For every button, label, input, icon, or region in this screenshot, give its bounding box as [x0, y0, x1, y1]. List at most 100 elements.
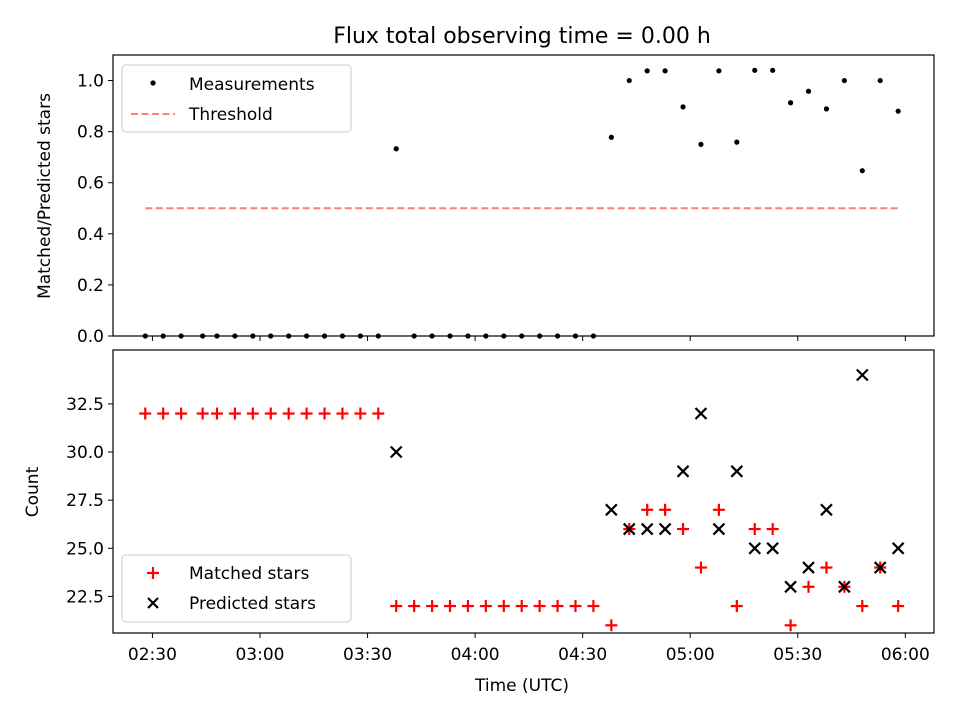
measurement-point: [321, 333, 328, 339]
measurement-point: [680, 104, 686, 110]
legend-label-measurements: Measurements: [189, 75, 315, 95]
predicted-stars-point: [730, 465, 744, 478]
measurement-point: [877, 77, 883, 84]
predicted-stars-point: [389, 445, 403, 459]
matched-stars-point: [659, 503, 672, 516]
legend-box-bottom: [121, 554, 352, 623]
legend-label-predicted: Predicted stars: [189, 594, 316, 614]
y-tick-label: 32.5: [66, 395, 104, 415]
measurement-point: [501, 333, 507, 339]
measurement-point: [250, 333, 256, 339]
x-tick-label: 04:30: [558, 645, 607, 665]
measurement-point: [716, 68, 722, 74]
measurement-point: [429, 333, 435, 339]
measurement-point: [590, 333, 597, 339]
y-tick-label: 0.4: [77, 225, 104, 245]
matched-stars-point: [533, 600, 546, 613]
matched-stars-point: [300, 407, 313, 420]
measurement-point: [734, 139, 740, 145]
legend-label-matched: Matched stars: [189, 564, 309, 584]
matched-stars-point: [444, 600, 457, 613]
measurement-point: [787, 100, 794, 106]
x-tick-label: 06:00: [881, 645, 930, 665]
marks-top: [142, 67, 901, 339]
measurement-point: [375, 333, 381, 339]
legend-bottom: Matched stars Predicted stars: [121, 554, 352, 623]
predicted-stars-point: [802, 561, 815, 574]
matched-stars-point: [426, 600, 439, 613]
predicted-stars-point: [676, 465, 690, 478]
measurement-point: [339, 333, 346, 339]
predicted-stars-point: [891, 542, 905, 555]
predicted-stars-point: [694, 407, 708, 420]
legend-box-top: [121, 64, 352, 133]
predicted-stars-point: [658, 522, 672, 536]
measurement-point: [200, 333, 206, 339]
y-axis-top: 0.0 0.2 0.4 0.6 0.8 1.0: [77, 72, 113, 347]
legend-top: Measurements Threshold: [121, 64, 352, 133]
y-tick-label: 27.5: [66, 491, 104, 511]
matched-stars-point: [784, 619, 797, 632]
panel-match-ratio: 0.0 0.2 0.4 0.6 0.8 1.0 Matched/Predicted sta…: [35, 54, 935, 347]
matched-stars-point: [139, 407, 152, 420]
matched-stars-point: [587, 600, 600, 613]
predicted-stars-point: [856, 368, 869, 382]
matched-stars-point: [318, 407, 331, 420]
x-tick-label: 03:00: [235, 645, 284, 665]
measurement-point: [268, 333, 274, 339]
matched-stars-point: [372, 407, 385, 420]
predicted-stars-point: [622, 522, 636, 536]
measurement-point: [608, 134, 614, 140]
matched-stars-point: [264, 407, 277, 420]
matched-stars-point: [336, 407, 349, 420]
y-tick-label: 25.0: [66, 539, 104, 559]
legend-label-threshold: Threshold: [188, 105, 273, 125]
measurement-point: [662, 68, 668, 74]
measurement-point: [142, 333, 148, 339]
matched-stars-point: [551, 600, 564, 613]
matched-stars-point: [641, 503, 654, 516]
y-tick-label: 0.8: [77, 123, 104, 143]
predicted-stars-point: [712, 522, 726, 536]
y-tick-label: 0.6: [77, 174, 104, 194]
measurement-point: [770, 67, 776, 73]
predicted-stars-point: [748, 542, 762, 555]
measurement-point: [644, 68, 650, 74]
x-axis-bottom: 02:30 03:00 03:30 04:00 04:30 05:00 05:30 06:00: [128, 633, 930, 665]
matched-stars-point: [175, 407, 188, 420]
y-tick-label: 30.0: [66, 443, 104, 463]
predicted-stars-point: [784, 580, 797, 594]
matched-stars-point: [748, 523, 761, 536]
matched-stars-point: [479, 600, 492, 613]
predicted-stars-point: [605, 503, 618, 517]
y-axis-bottom: 22.5 25.0 27.5 30.0 32.5: [66, 395, 113, 607]
matched-stars-point: [228, 407, 241, 420]
predicted-stars-point: [820, 503, 833, 517]
matched-stars-point: [282, 407, 295, 420]
measurement-point: [232, 333, 238, 339]
measurement-point: [357, 333, 363, 339]
y-tick-label: 0.2: [77, 276, 104, 296]
measurement-point: [823, 106, 830, 112]
legend-marker-matched: [147, 567, 159, 579]
matched-stars-point: [390, 600, 403, 613]
legend-marker-predicted: [147, 597, 159, 609]
matched-stars-point: [856, 600, 869, 613]
matched-stars-point: [354, 407, 367, 420]
y-axis-label-top: Matched/Predicted stars: [35, 93, 55, 299]
matched-stars-point: [408, 600, 421, 613]
matched-stars-point: [569, 600, 582, 613]
matched-stars-point: [196, 407, 209, 420]
matched-stars-point: [694, 561, 707, 574]
legend-dot-measurements: [150, 80, 156, 86]
matched-stars-point: [802, 580, 815, 593]
marks-bottom: [139, 368, 905, 632]
measurement-point: [554, 333, 561, 339]
matched-stars-point: [677, 523, 690, 536]
measurement-point: [303, 333, 310, 339]
y-axis-label-bottom: Count: [23, 466, 43, 517]
y-tick-label: 0.0: [77, 327, 104, 347]
measurement-point: [572, 333, 579, 339]
measurement-point: [537, 333, 543, 339]
measurement-point: [178, 333, 184, 339]
